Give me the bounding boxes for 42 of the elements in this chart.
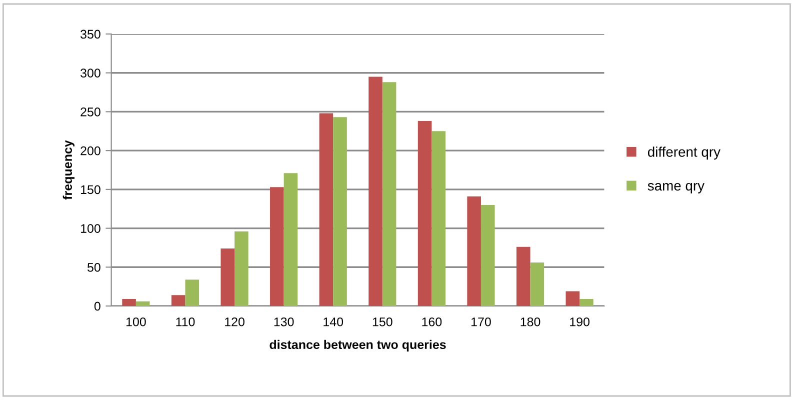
- y-tick-label: 50: [87, 262, 100, 272]
- y-tick-label: 100: [80, 224, 100, 233]
- x-tick-label: 110: [176, 317, 195, 326]
- bar: [270, 187, 284, 306]
- bar: [368, 76, 382, 306]
- bar: [333, 117, 347, 306]
- bar: [319, 113, 334, 306]
- legend-label: same qry: [648, 183, 704, 194]
- bar: [185, 280, 200, 306]
- legend-label: different qry: [648, 146, 720, 160]
- y-tick-label: 300: [80, 68, 100, 78]
- x-tick-label: 140: [324, 317, 344, 326]
- bar: [234, 231, 248, 306]
- bar: [516, 246, 530, 306]
- bar: [122, 299, 136, 306]
- x-tick-label: 130: [274, 317, 294, 326]
- x-tick-label: 190: [570, 317, 590, 326]
- bar: [382, 82, 396, 306]
- bar: [171, 295, 186, 306]
- bar: [566, 291, 580, 306]
- bar: [220, 248, 235, 306]
- x-tick-label: 170: [472, 317, 491, 326]
- bar: [530, 262, 544, 306]
- y-axis-title: frequency: [62, 140, 74, 200]
- bar: [136, 301, 150, 306]
- bar: [284, 173, 298, 306]
- bar: [580, 299, 594, 306]
- x-tick-label: 160: [422, 317, 442, 326]
- x-tick-label: 120: [225, 317, 244, 326]
- x-tick-label: 100: [126, 317, 146, 326]
- bar: [467, 196, 481, 306]
- y-tick-label: 250: [80, 108, 100, 116]
- y-tick-label: 350: [80, 30, 100, 39]
- bar: [418, 121, 432, 306]
- x-tick-label: 180: [520, 317, 540, 326]
- x-tick-label: 150: [372, 317, 392, 326]
- x-axis-title: distance between two queries: [270, 340, 446, 352]
- bar: [480, 204, 495, 306]
- y-tick-label: 200: [80, 146, 100, 156]
- y-tick-label: 0: [94, 302, 100, 311]
- y-tick-label: 150: [80, 185, 100, 194]
- bar: [432, 131, 446, 306]
